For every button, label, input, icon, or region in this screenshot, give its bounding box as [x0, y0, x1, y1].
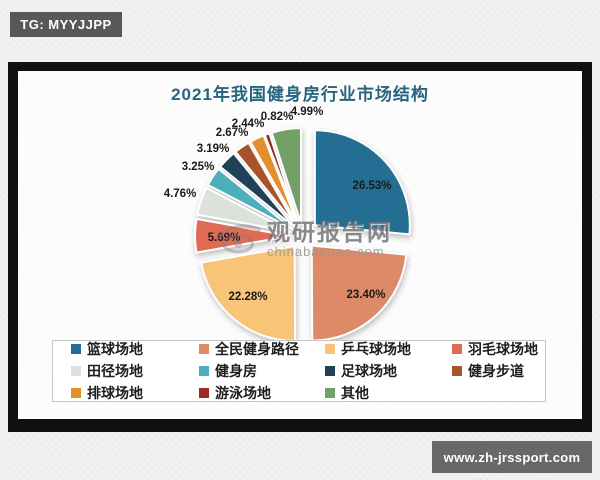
pie-slice-badminton-courts	[194, 217, 291, 254]
legend-item-table-tennis-courts: 乒乓球场地	[325, 339, 452, 359]
legend-item-track-and-field: 田径场地	[71, 361, 199, 381]
pie-label-other: 4.99%	[291, 106, 324, 118]
legend-item-badminton-courts: 羽毛球场地	[452, 339, 545, 359]
pie-label-volleyball-courts: 2.44%	[232, 118, 265, 130]
pie-slice-gyms	[206, 167, 294, 230]
legend-label: 羽毛球场地	[468, 341, 538, 357]
chart-frame: 2021年我国健身房行业市场结构 26.53% 23.40% 22.28% 5.69%…	[8, 62, 592, 432]
legend-item-volleyball-courts: 排球场地	[71, 383, 199, 403]
pie-label-table-tennis-courts: 22.28%	[228, 291, 267, 303]
pie-slice-swimming-venues	[263, 132, 300, 225]
pie-label-badminton-courts: 5.69%	[208, 232, 241, 244]
legend-label: 其他	[341, 385, 369, 401]
pie-label-national-fitness-paths: 23.40%	[346, 289, 385, 301]
legend-swatch-badminton-courts	[452, 344, 462, 354]
legend-item-fitness-trails: 健身步道	[452, 361, 545, 381]
legend-item-football-fields: 足球场地	[325, 361, 452, 381]
legend-label: 田径场地	[87, 363, 143, 379]
legend-label: 篮球场地	[87, 341, 143, 357]
legend-swatch-other	[325, 388, 335, 398]
pie-slice-track-and-field	[196, 186, 292, 233]
legend-label: 乒乓球场地	[341, 341, 411, 357]
chart-title: 2021年我国健身房行业市场结构	[171, 85, 429, 104]
pie-slice-basketball-courts	[313, 129, 411, 236]
legend-swatch-gyms	[199, 366, 209, 376]
legend-label: 健身房	[215, 363, 257, 379]
pie-label-fitness-trails: 2.67%	[216, 127, 249, 139]
legend-label: 足球场地	[341, 363, 397, 379]
legend-label: 游泳场地	[215, 385, 271, 401]
legend-swatch-fitness-trails	[452, 366, 462, 376]
chart-panel: 2021年我国健身房行业市场结构 26.53% 23.40% 22.28% 5.69%…	[18, 71, 582, 419]
legend-item-gyms: 健身房	[199, 361, 325, 381]
legend-swatch-track-and-field	[71, 366, 81, 376]
legend-item-basketball-courts: 篮球场地	[71, 339, 199, 359]
legend-label: 健身步道	[468, 363, 524, 379]
legend-swatch-table-tennis-courts	[325, 344, 335, 354]
legend-swatch-football-fields	[325, 366, 335, 376]
pie-slice-football-fields	[219, 152, 295, 228]
pie-label-gyms: 3.25%	[182, 161, 215, 173]
legend-swatch-national-fitness-paths	[199, 344, 209, 354]
legend-swatch-volleyball-courts	[71, 388, 81, 398]
pie-slice-fitness-trails	[234, 141, 297, 227]
pie-label-swimming-venues: 0.82%	[261, 111, 294, 123]
legend-swatch-basketball-courts	[71, 344, 81, 354]
pie-label-football-fields: 3.19%	[197, 143, 230, 155]
legend-item-national-fitness-paths: 全民健身路径	[199, 339, 325, 359]
legend-item-other: 其他	[325, 383, 452, 403]
pie-label-track-and-field: 4.76%	[164, 188, 197, 200]
legend-item-swimming-venues: 游泳场地	[199, 383, 325, 403]
legend-swatch-swimming-venues	[199, 388, 209, 398]
pie-chart: 26.53% 23.40% 22.28% 5.69% 4.76% 3.25% 3.19% 2.…	[164, 106, 411, 342]
pie-slice-volleyball-courts	[249, 134, 299, 226]
pie-slice-national-fitness-paths	[310, 244, 408, 342]
pie-slice-other	[270, 127, 302, 225]
tg-badge: TG: MYYJJPP	[10, 12, 122, 37]
pie-label-basketball-courts: 26.53%	[352, 180, 391, 192]
legend: 篮球场地 全民健身路径 乒乓球场地 羽毛球场地田径场地 健身房 足球场地 健身步道排球场地 游…	[52, 340, 546, 402]
legend-label: 全民健身路径	[215, 341, 299, 357]
legend-label: 排球场地	[87, 385, 143, 401]
website-badge: www.zh-jrssport.com	[432, 441, 592, 473]
